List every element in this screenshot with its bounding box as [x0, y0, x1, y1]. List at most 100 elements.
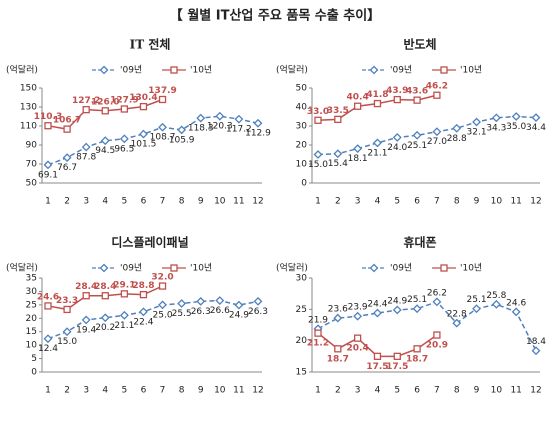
data-label: 24.9	[387, 296, 407, 306]
data-point	[44, 302, 52, 310]
data-point	[120, 290, 129, 298]
x-tick-label: 4	[102, 386, 108, 396]
y-tick-label: 150	[20, 84, 37, 94]
data-point	[81, 315, 91, 325]
data-label: 20.2	[95, 323, 115, 333]
y-tick-label: 20	[26, 314, 38, 324]
y-tick-label: 5	[31, 354, 37, 364]
y-axis-label: (억달러)	[6, 262, 38, 274]
data-label: 24.0	[387, 143, 407, 153]
data-label: 32.0	[151, 273, 173, 283]
data-point	[412, 130, 422, 140]
x-tick-label: 11	[233, 386, 244, 396]
x-tick-label: 7	[160, 386, 166, 396]
data-label: 25.1	[407, 141, 427, 151]
data-label: 17.5	[386, 362, 408, 372]
data-label: 28.8	[447, 134, 467, 144]
data-point	[314, 329, 322, 337]
data-label: 25.5	[172, 309, 192, 319]
data-point	[373, 308, 382, 318]
data-point	[158, 95, 167, 104]
y-tick-label: 0	[301, 179, 307, 189]
data-label: 33.5	[327, 106, 349, 116]
chart-title: 휴대폰	[403, 235, 436, 250]
chart-title: IT 전체	[130, 37, 171, 52]
data-label: 18.7	[327, 354, 349, 364]
y-tick-label: 90	[26, 141, 38, 151]
data-label: 15.0	[57, 337, 77, 347]
data-label: 25.1	[407, 295, 427, 305]
y-tick-label: 110	[20, 122, 37, 132]
data-point	[215, 111, 225, 121]
data-label: 43.6	[406, 87, 428, 97]
data-label: 41.8	[366, 90, 388, 100]
x-tick-label: 9	[474, 197, 480, 207]
x-tick-label: 12	[252, 386, 263, 396]
data-label: 20.9	[426, 341, 448, 351]
x-tick-label: 5	[121, 386, 127, 396]
legend-label: '09년	[120, 263, 142, 274]
data-label: 23.3	[56, 296, 78, 306]
y-tick-label: 0	[31, 368, 37, 378]
y-tick-label: 30	[296, 122, 308, 132]
data-point	[432, 127, 442, 137]
y-axis-label: (억달러)	[276, 64, 308, 76]
data-label: 21.1	[367, 148, 387, 158]
x-tick-label: 8	[454, 197, 460, 207]
data-point	[452, 123, 462, 133]
data-label: 137.9	[148, 86, 176, 96]
data-point	[353, 311, 363, 321]
data-label: 34.4	[526, 123, 546, 133]
x-tick-label: 9	[198, 386, 204, 396]
data-point	[373, 138, 382, 148]
data-point	[392, 132, 402, 142]
data-label: 15.0	[308, 160, 328, 170]
data-point	[82, 106, 90, 114]
data-point	[531, 346, 541, 356]
data-point	[353, 102, 362, 110]
data-point	[101, 107, 109, 115]
data-point	[433, 331, 441, 339]
data-label: 120.3	[207, 122, 233, 132]
x-tick-label: 2	[64, 197, 70, 207]
data-label: 26.3	[248, 307, 268, 317]
data-label: 108.7	[150, 133, 176, 143]
y-tick-label: 50	[26, 179, 38, 189]
x-tick-label: 1	[315, 386, 321, 396]
data-point	[100, 136, 110, 146]
x-tick-label: 1	[315, 197, 321, 207]
y-tick-label: 35	[26, 274, 37, 284]
data-point	[313, 150, 323, 159]
x-tick-label: 6	[141, 197, 147, 207]
data-label: 21.1	[114, 321, 134, 331]
y-tick-label: 25	[296, 305, 307, 315]
x-tick-label: 1	[45, 197, 51, 207]
data-label: 32.1	[467, 128, 487, 138]
x-tick-label: 12	[252, 197, 263, 207]
y-tick-label: 20	[296, 336, 308, 346]
data-label: 105.9	[169, 135, 195, 145]
legend-label: '10년	[190, 263, 212, 274]
data-point	[177, 299, 187, 308]
data-label: 26.3	[191, 307, 211, 317]
series-line	[317, 300, 537, 352]
data-point	[393, 352, 401, 360]
page-title: 【 월별 IT산업 주요 품목 수출 추이】	[170, 8, 380, 24]
data-label: 118.3	[188, 124, 214, 134]
legend-label: '10년	[190, 65, 212, 76]
legend-marker	[440, 264, 448, 272]
data-label: 29.1	[113, 280, 135, 290]
y-tick-label: 15	[296, 368, 307, 378]
data-label: 15.4	[328, 159, 348, 169]
data-point	[100, 313, 110, 323]
data-point	[119, 310, 129, 320]
data-point	[43, 334, 53, 344]
x-tick-label: 5	[394, 386, 400, 396]
data-label: 130.4	[129, 93, 157, 103]
data-label: 106.7	[53, 116, 81, 126]
y-tick-label: 70	[26, 160, 38, 170]
data-point	[432, 297, 442, 307]
data-point	[392, 305, 402, 315]
x-tick-label: 3	[83, 386, 89, 396]
